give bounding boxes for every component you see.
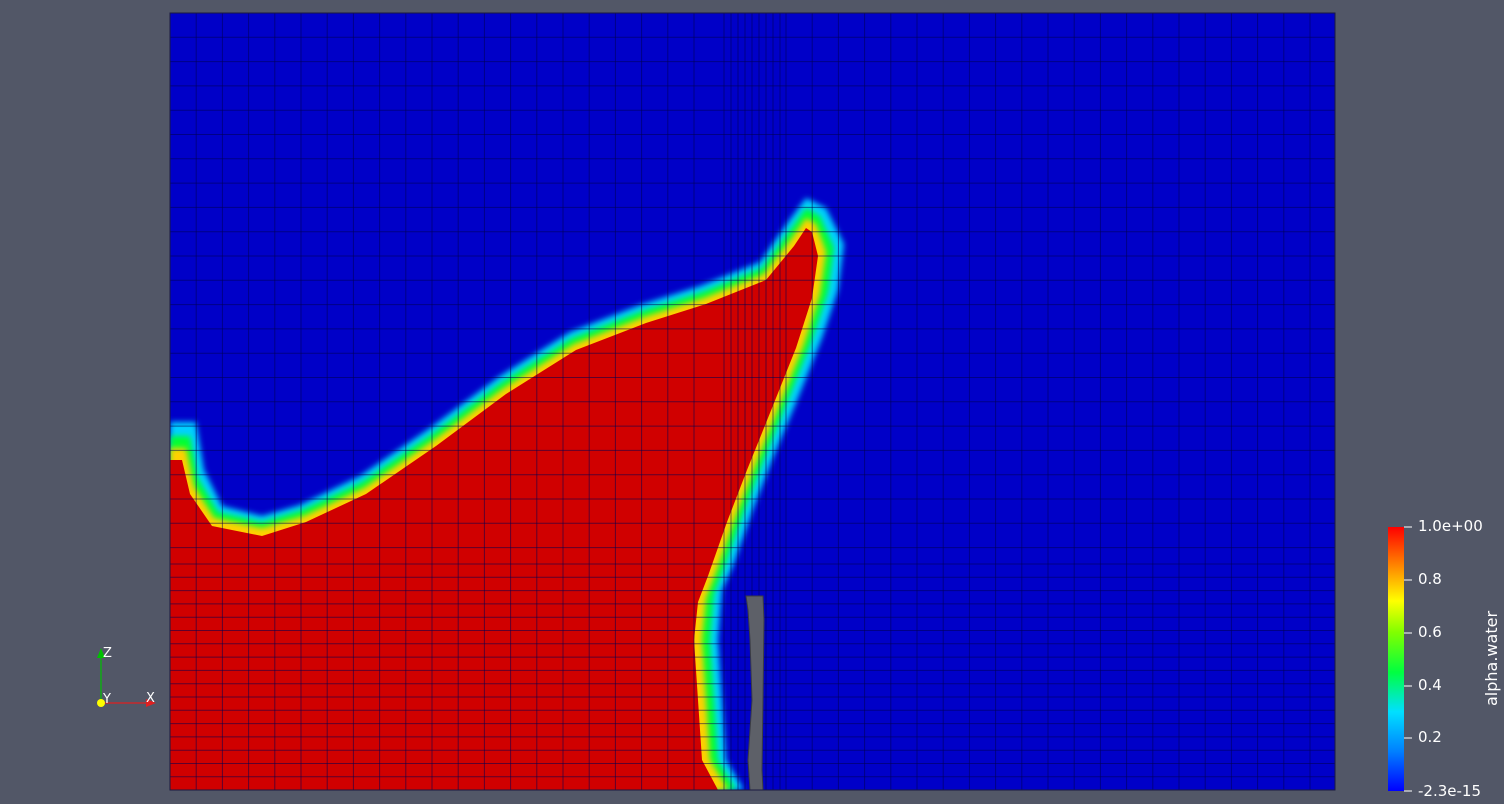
colorbar-tick-label-0-6: 0.6 — [1418, 623, 1442, 641]
colorbar-title: alpha.water — [1482, 611, 1501, 706]
domain-outline — [169, 12, 1336, 791]
orientation-axes: Z Y X — [97, 646, 156, 707]
y-axis-dot — [97, 699, 105, 707]
colorbar-max-label: 1.0e+00 — [1418, 517, 1483, 535]
water-region — [170, 228, 818, 790]
x-axis-label: X — [146, 691, 155, 706]
z-axis-label: Z — [103, 646, 112, 661]
colorbar-tick-label-0-8: 0.8 — [1418, 570, 1442, 588]
colorbar-min-label: -2.3e-15 — [1418, 782, 1481, 800]
simulation-domain — [170, 13, 1335, 790]
z-axis-arrow — [97, 648, 105, 658]
colorbar-tick-label-0-4: 0.4 — [1418, 676, 1442, 694]
x-axis-arrow — [146, 699, 156, 707]
y-axis-label: Y — [102, 692, 111, 707]
colorbar: 1.0e+00 0.8 0.6 0.4 0.2 -2.3e-15 alpha.w… — [1388, 517, 1501, 800]
obstacle-baffle — [745, 595, 765, 790]
colorbar-gradient — [1388, 527, 1404, 791]
colorbar-tick-label-0-2: 0.2 — [1418, 728, 1442, 746]
